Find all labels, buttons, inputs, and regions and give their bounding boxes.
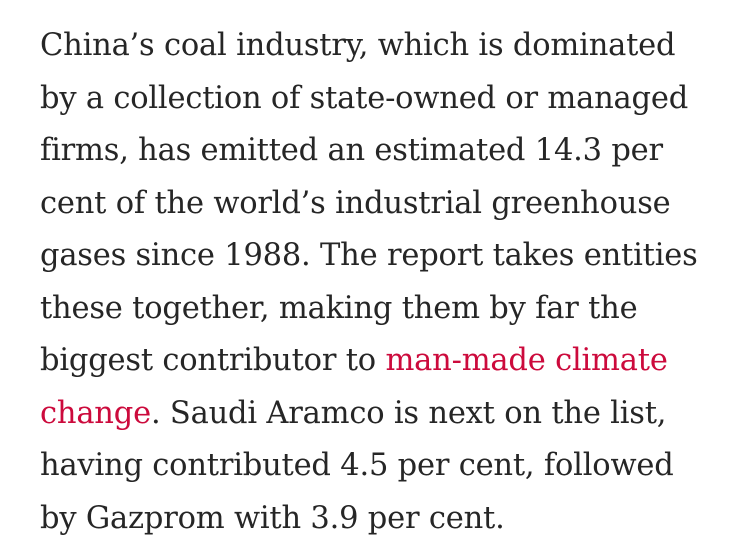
climate-change-link-part-2[interactable]: change: [40, 395, 151, 431]
text-line-4: cent of the world’s industrial greenhous…: [40, 185, 671, 221]
text-line-8: change. Saudi Aramco is next on the list…: [40, 388, 729, 441]
text-line-7-prefix: biggest contributor to: [40, 343, 386, 378]
text-line-6: these together, making them by far the: [40, 290, 638, 326]
text-line-7: biggest contributor to man-made climate: [40, 335, 729, 388]
text-line-9: having contributed 4.5 per cent, followe…: [40, 448, 674, 483]
climate-change-link-part-1[interactable]: man-made climate: [385, 343, 668, 378]
text-line-3: firms, has emitted an estimated 14.3 per: [40, 133, 663, 168]
text-line-2: by a collection of state-owned or manage…: [40, 80, 689, 116]
text-line-10: by Gazprom with 3.9 per cent.: [40, 500, 505, 536]
article-paragraph: China’s coal industry, which is dominate…: [40, 20, 729, 545]
text-line-1: China’s coal industry, which is dominate…: [40, 28, 676, 63]
text-line-8-suffix: . Saudi Aramco is next on the list,: [150, 395, 667, 431]
text-line-5: gases since 1988. The report takes entit…: [40, 238, 698, 273]
